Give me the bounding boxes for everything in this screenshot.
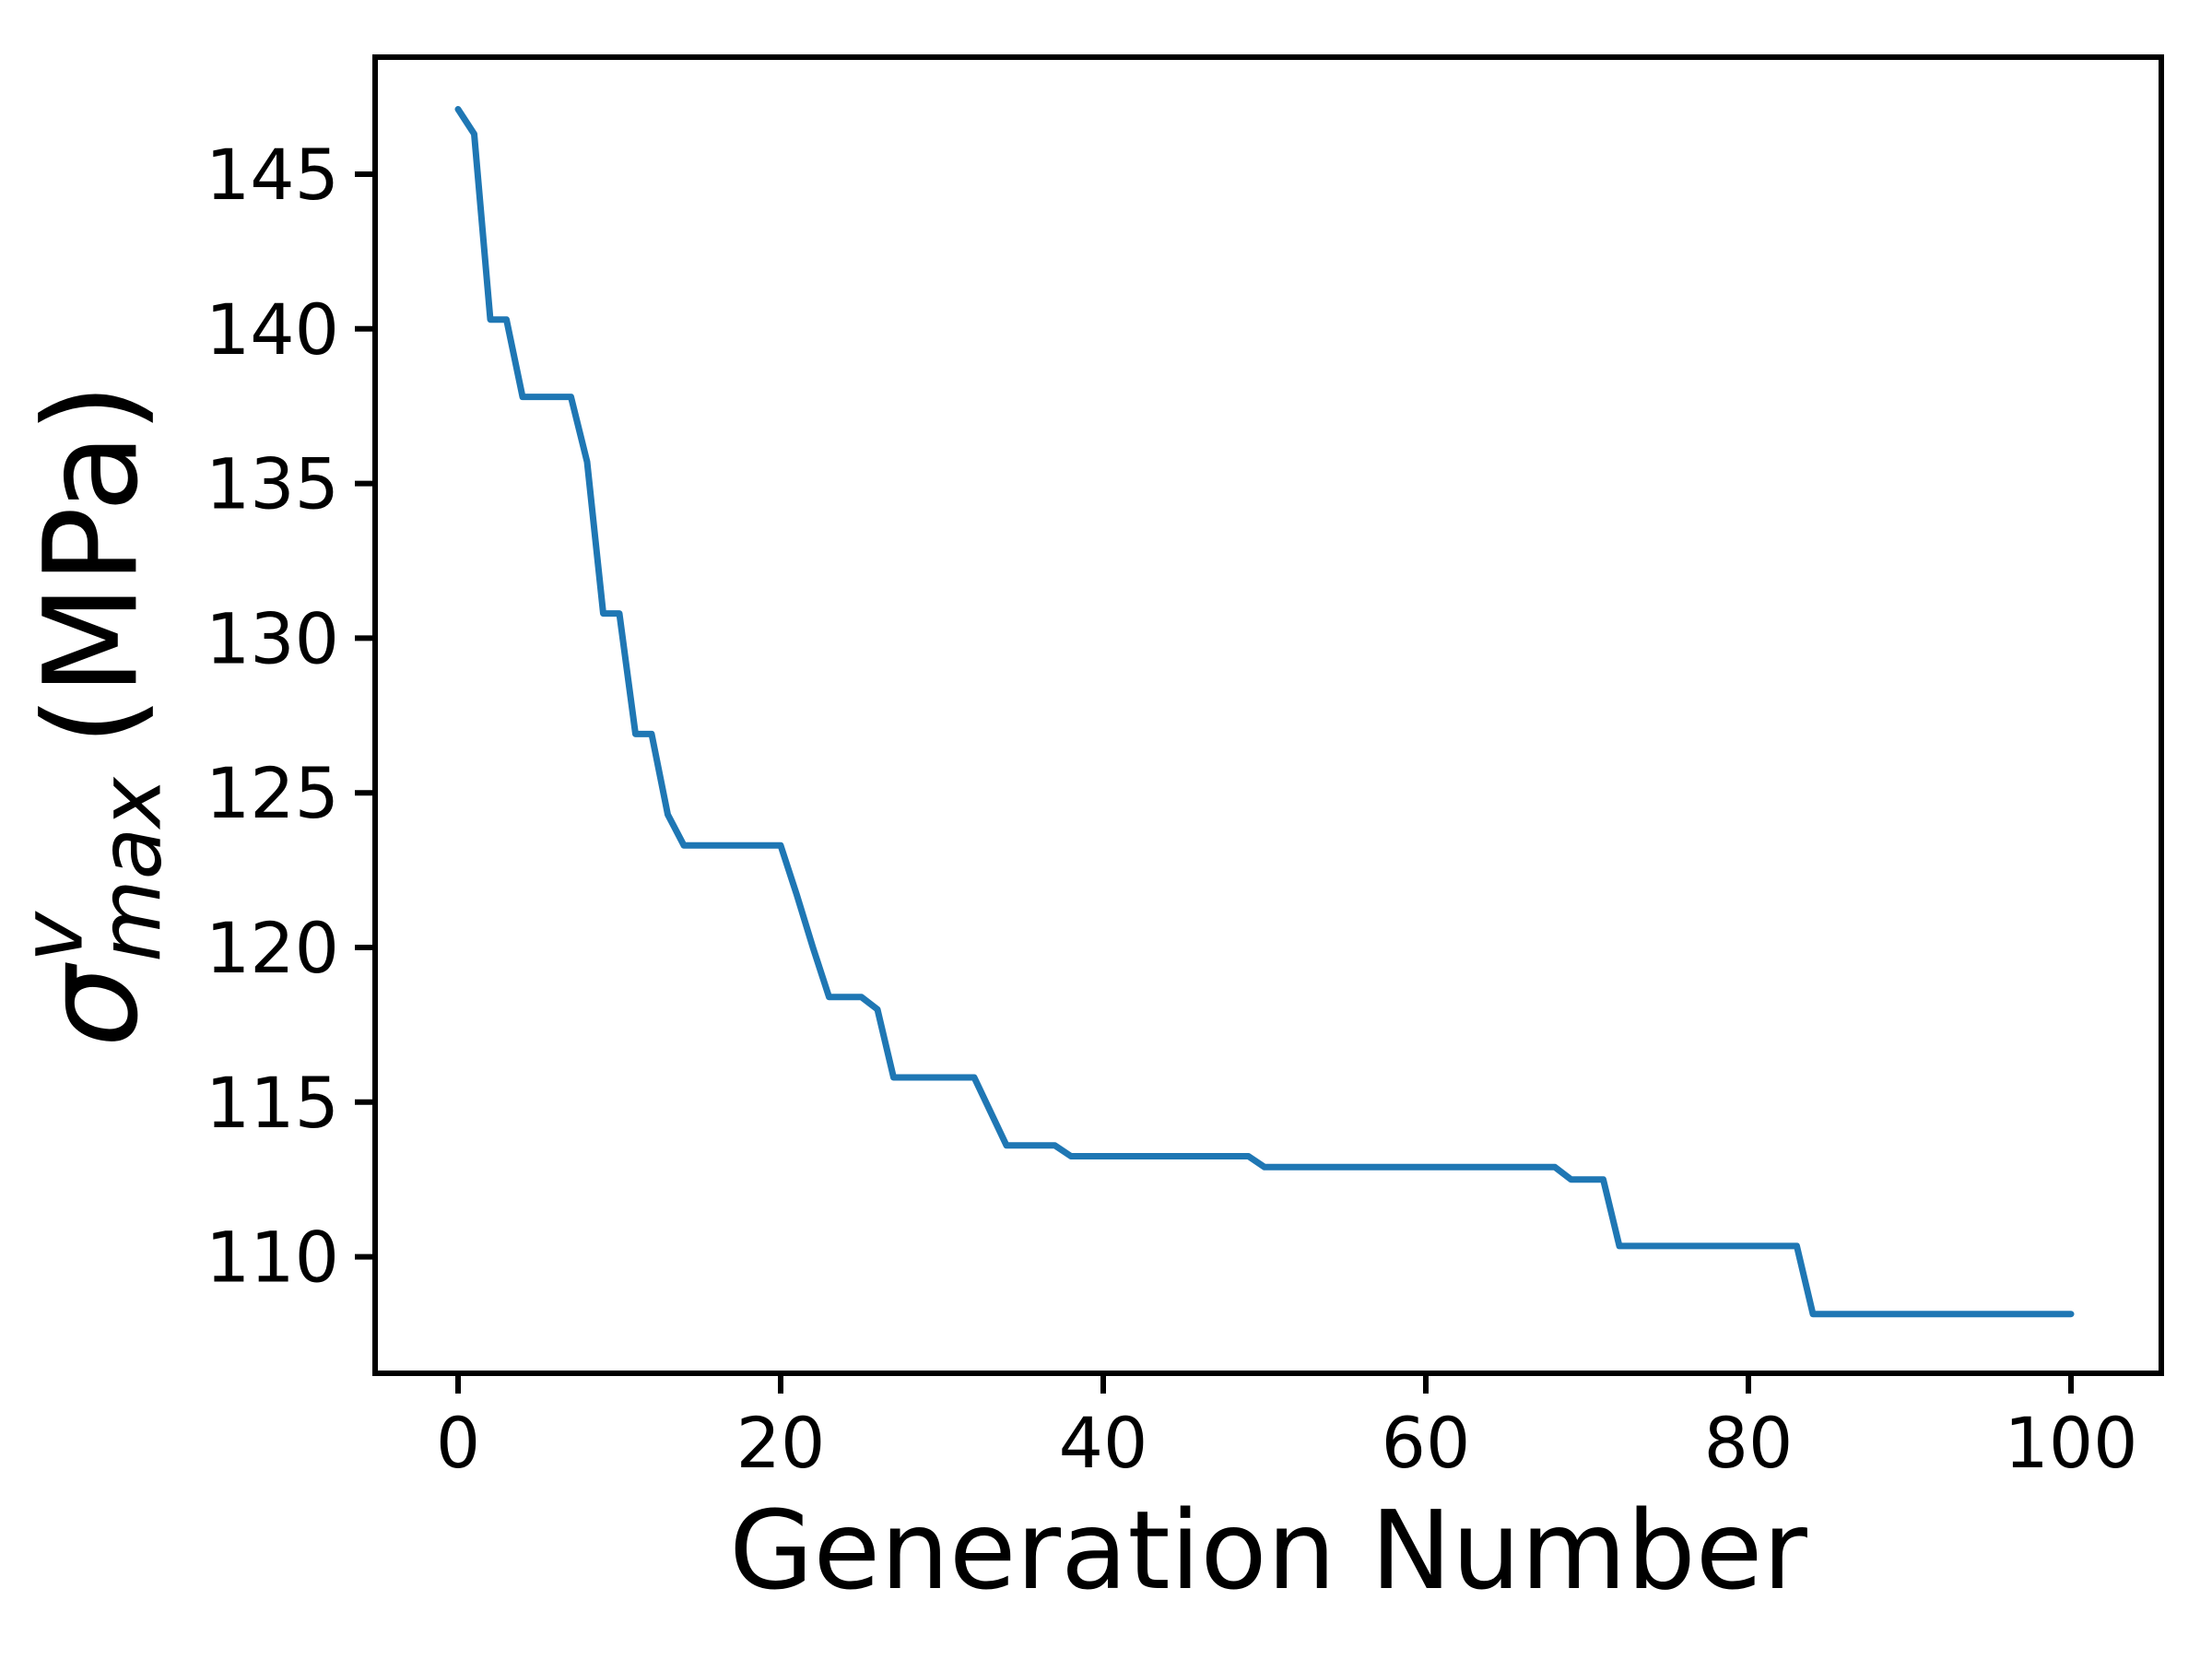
x-tick-label: 40 <box>1059 1402 1148 1484</box>
series-line <box>454 106 2075 1318</box>
y-axis-label-superscript: v <box>3 912 102 962</box>
y-axis-label-scripts: v max <box>3 777 180 962</box>
y-axis-label: σ v max (MPa) <box>3 382 180 1048</box>
y-tick-label: 140 <box>206 288 339 371</box>
y-axis-label-sigma: σ <box>17 965 167 1048</box>
y-axis-label-subscript: max <box>81 777 180 962</box>
y-tick-label: 145 <box>206 134 339 216</box>
y-tick-label: 125 <box>206 752 339 834</box>
y-tick-label: 115 <box>206 1062 339 1144</box>
y-tick-label: 130 <box>206 597 339 679</box>
x-tick-label: 100 <box>2004 1402 2137 1484</box>
y-tick-label: 135 <box>206 443 339 525</box>
x-tick-label: 60 <box>1382 1402 1471 1484</box>
x-axis-ticks: 0 20 40 60 80 100 <box>436 1373 2138 1484</box>
y-axis-ticks: 145 140 135 130 125 120 115 110 <box>206 134 375 1299</box>
x-tick-label: 0 <box>436 1402 480 1484</box>
y-tick-label: 110 <box>206 1217 339 1299</box>
y-axis-label-unit: (MPa) <box>17 382 167 747</box>
plot-border <box>372 54 2164 1376</box>
x-tick-label: 20 <box>736 1402 826 1484</box>
x-tick-label: 80 <box>1704 1402 1794 1484</box>
y-tick-label: 120 <box>206 907 339 989</box>
x-axis-label: Generation Number <box>729 1487 1807 1614</box>
